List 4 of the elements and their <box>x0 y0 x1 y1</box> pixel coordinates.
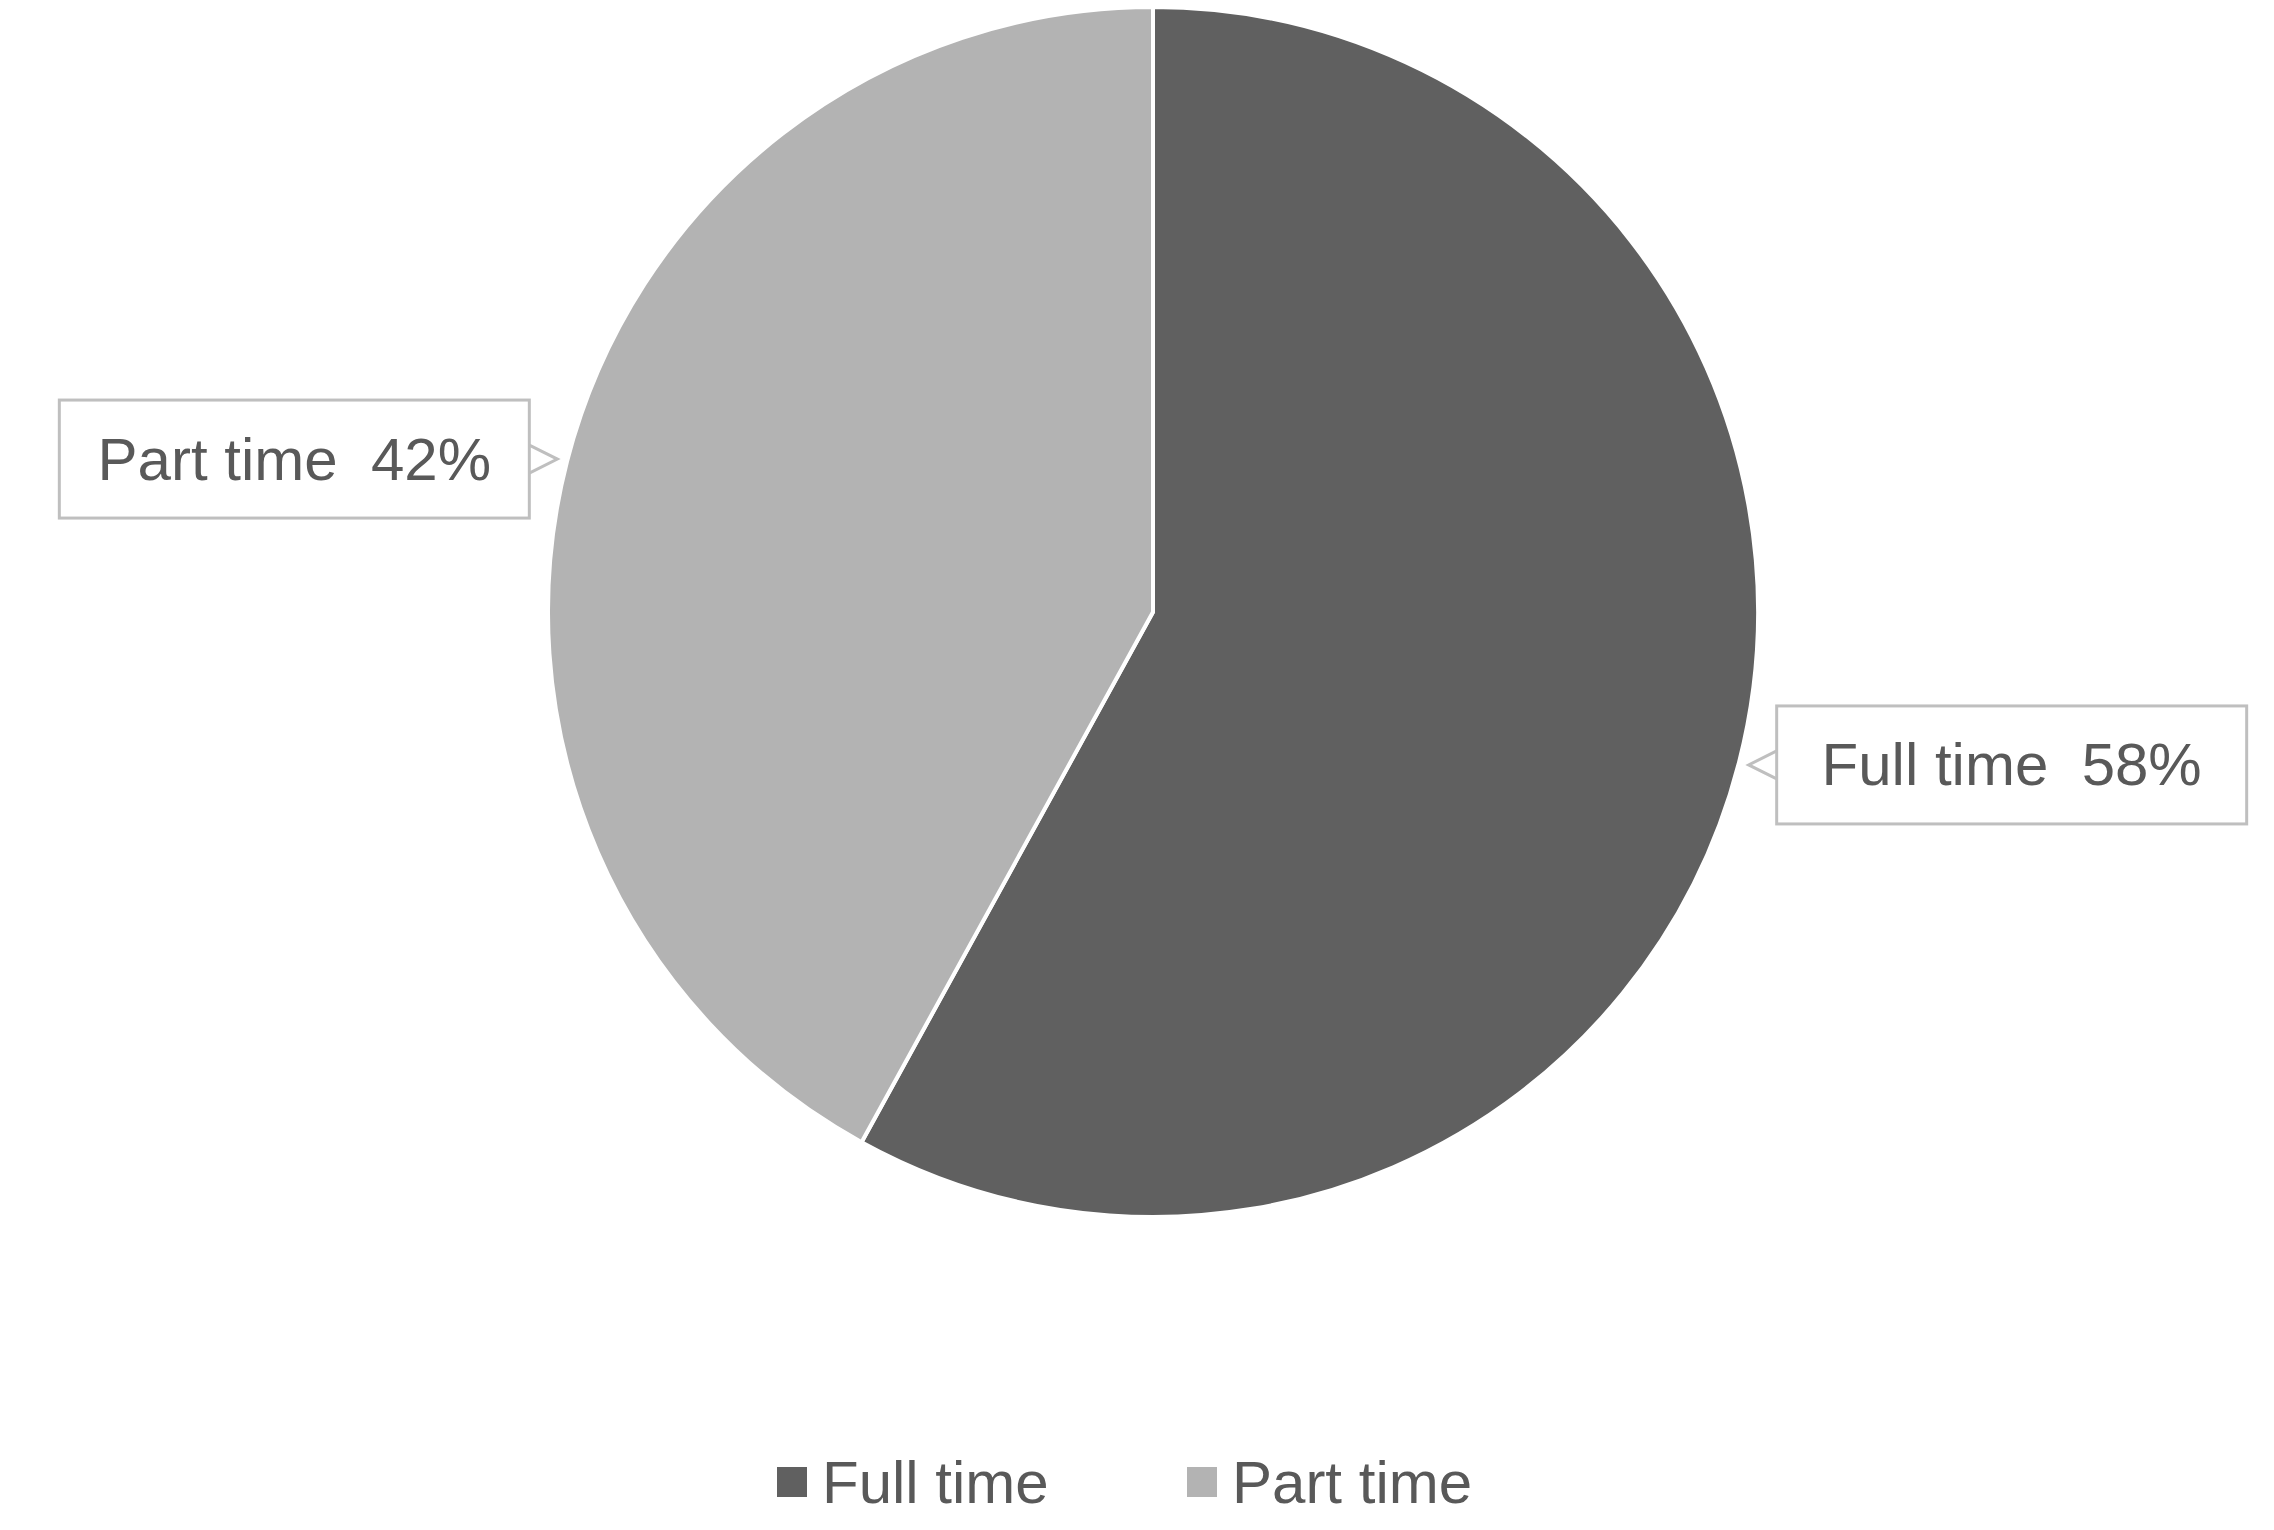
category-label: Full time 58% <box>1821 731 2202 799</box>
legend-label: Full time <box>822 1448 1049 1516</box>
category-label: Part time 42% <box>97 425 492 493</box>
legend-label: Part time <box>1232 1448 1473 1516</box>
